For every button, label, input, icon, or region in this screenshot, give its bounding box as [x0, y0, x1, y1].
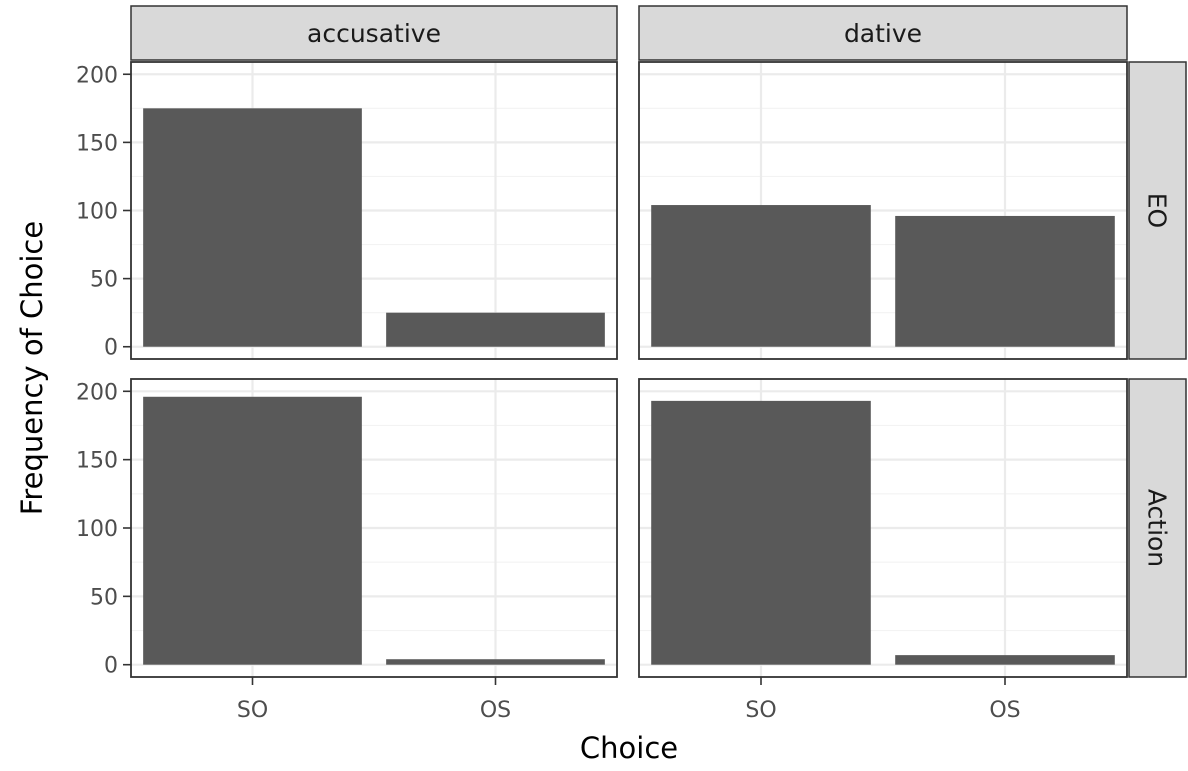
facet-strips: accusative dative EO Action — [130, 5, 1187, 678]
bar-action-accusative-so — [143, 396, 362, 665]
facet-strip-dative — [638, 5, 1128, 61]
x-tick-label-os: OS — [989, 698, 1020, 723]
x-axis: SO OS SO OS — [237, 677, 1021, 723]
bar-action-dative-so — [651, 400, 871, 665]
bar-action-accusative-os — [386, 659, 605, 665]
panel-action-accusative — [130, 378, 618, 678]
facet-strip-accusative — [130, 5, 618, 61]
facet-strip-action — [1128, 378, 1187, 678]
y-axis-title: Frequency of Choice — [15, 221, 49, 515]
panel-action-dative — [638, 378, 1128, 678]
y-tick-label: 100 — [76, 517, 118, 542]
y-tick-label: 50 — [90, 268, 118, 293]
y-tick-label: 100 — [76, 200, 118, 225]
y-tick-label: 0 — [104, 336, 118, 361]
y-tick-label: 200 — [76, 380, 118, 405]
facet-strip-label-dative: dative — [844, 19, 922, 48]
y-tick-label: 200 — [76, 63, 118, 88]
x-tick-label-so: SO — [237, 698, 268, 723]
y-tick-label: 150 — [76, 449, 118, 474]
y-tick-label: 0 — [104, 654, 118, 679]
panel-eo-accusative — [130, 61, 618, 360]
facet-strip-label-eo: EO — [1143, 193, 1172, 228]
x-tick-label-so: SO — [745, 698, 776, 723]
bar-eo-dative-os — [895, 215, 1115, 347]
y-tick-label: 50 — [90, 585, 118, 610]
facet-strip-eo — [1128, 61, 1187, 360]
x-tick-label-os: OS — [480, 698, 511, 723]
facet-panels — [130, 61, 1128, 678]
bar-eo-accusative-os — [386, 312, 605, 347]
bar-eo-dative-so — [651, 205, 871, 347]
y-tick-label: 150 — [76, 131, 118, 156]
facet-strip-label-action: Action — [1143, 489, 1172, 567]
facet-strip-label-accusative: accusative — [307, 19, 441, 48]
panel-border — [638, 378, 1128, 678]
panel-eo-dative — [638, 61, 1128, 360]
bar-action-dative-os — [895, 655, 1115, 665]
y-axes: 0 50 100 150 200 0 50 100 150 200 — [76, 63, 131, 679]
panel-border — [638, 61, 1128, 360]
x-axis-title: Choice — [580, 731, 678, 765]
bar-eo-accusative-so — [143, 108, 362, 347]
